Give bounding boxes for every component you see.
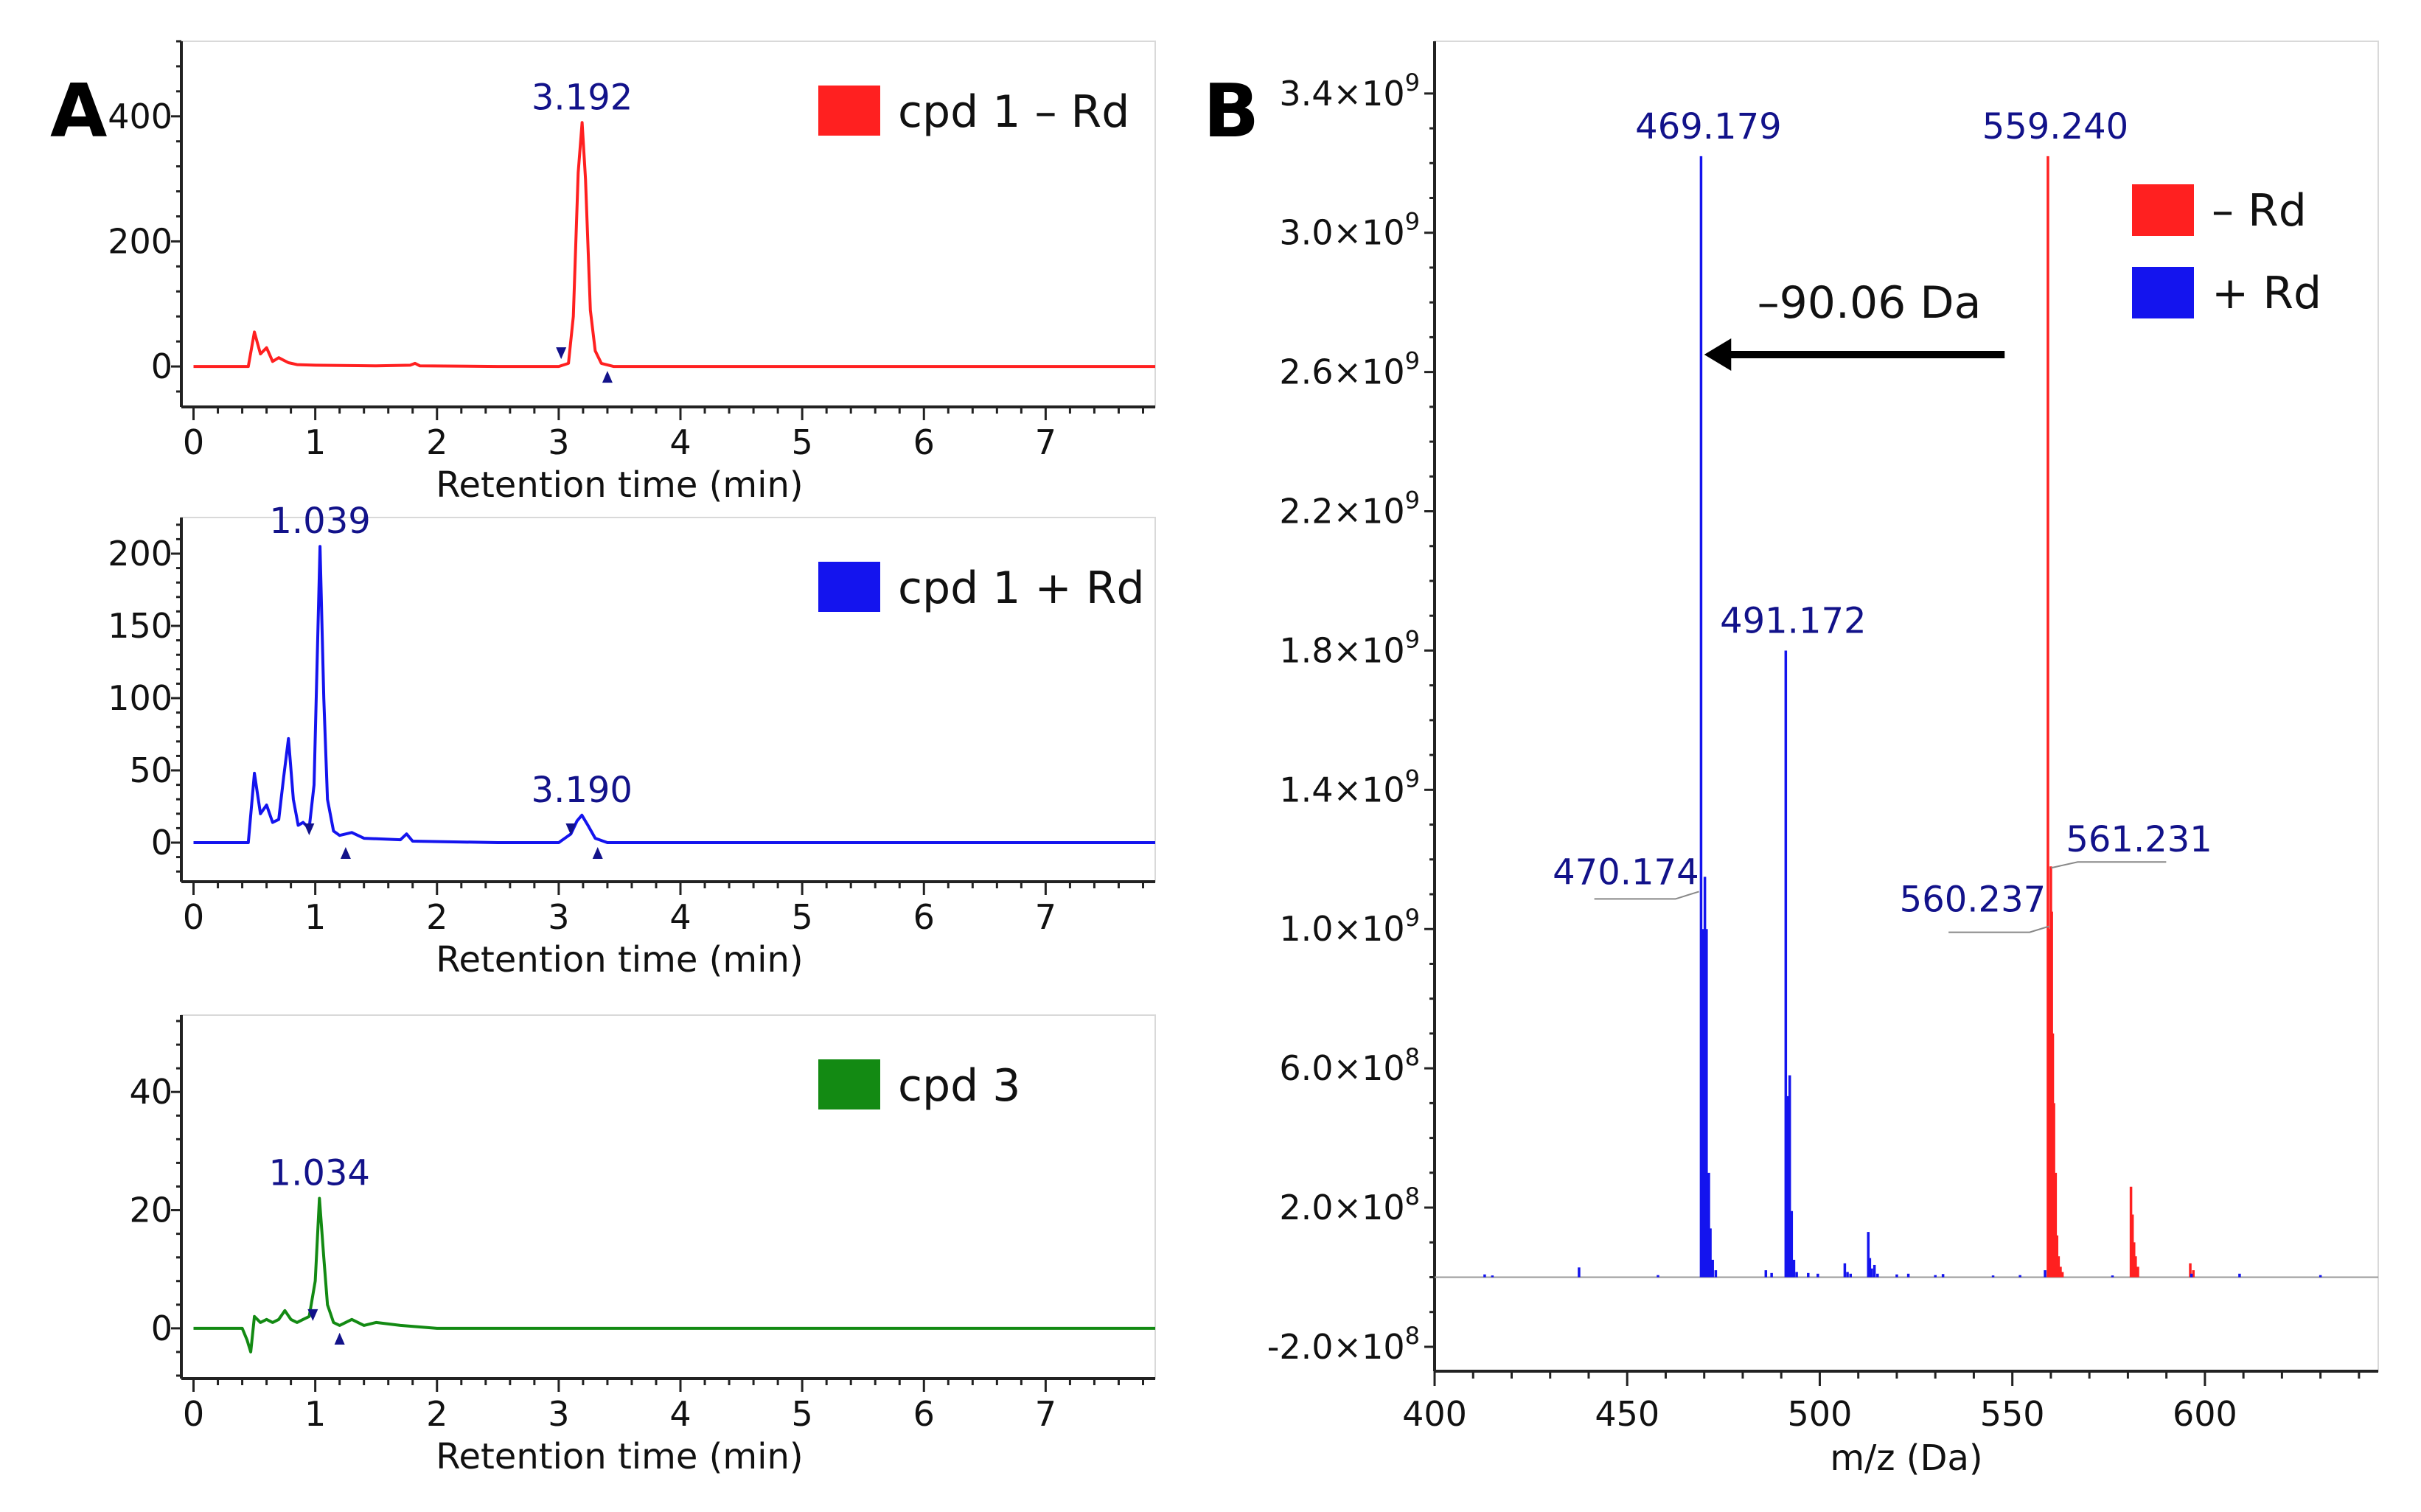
peak-start-marker xyxy=(304,823,315,835)
peak-label: 3.190 xyxy=(532,770,633,811)
y-tick-label: -2.0×108 xyxy=(1267,1322,1420,1367)
y-tick-label: 2.0×108 xyxy=(1279,1182,1420,1227)
x-tick-label: 4 xyxy=(669,897,691,937)
peak-label: 470.174 xyxy=(1553,851,1699,893)
chart-mass-spectrum: 400 450 500 550 600 m/z (Da) -2.0×108 2.0×108 6.… xyxy=(1267,41,2379,1479)
y-tick-label: 0 xyxy=(151,823,173,863)
legend-swatch xyxy=(818,1059,880,1109)
x-tick-label: 4 xyxy=(669,422,691,462)
label-leader xyxy=(2051,861,2167,869)
peak-label: 469.179 xyxy=(1635,106,1782,147)
panel-label-b: B xyxy=(1203,68,1259,154)
x-tick-label: 2 xyxy=(426,422,447,462)
chart-cpd1-minus-rd: 0 1 2 3 4 5 6 7 0 200 400 Retention time (min) 3.192… xyxy=(108,40,1156,506)
legend-swatch xyxy=(818,562,880,612)
x-tick-label: 3 xyxy=(548,897,569,937)
peak-end-marker xyxy=(334,1332,345,1345)
chart-cpd1-plus-rd: 0 1 2 3 4 5 6 7 0 50 100 150 200 Retention time (min)… xyxy=(108,501,1156,980)
x-tick-label: 6 xyxy=(913,422,935,462)
legend-swatch xyxy=(2132,267,2194,318)
x-tick-label: 5 xyxy=(791,1394,812,1434)
peak-label: 559.240 xyxy=(1982,106,2129,147)
y-tick-label: 1.0×109 xyxy=(1279,904,1420,949)
x-tick-label: 550 xyxy=(1980,1394,2045,1434)
peak-label: 560.237 xyxy=(1900,879,2046,921)
y-tick-label: 6.0×108 xyxy=(1279,1043,1420,1088)
peak-end-marker xyxy=(340,847,351,859)
panel-label-a: A xyxy=(50,68,107,154)
y-tick-label: 3.4×109 xyxy=(1279,69,1420,114)
x-tick-label: 1 xyxy=(304,422,326,462)
y-tick-label: 0 xyxy=(151,346,173,386)
x-tick-label: 400 xyxy=(1402,1394,1467,1434)
x-axis-label: Retention time (min) xyxy=(436,939,803,980)
x-tick-label: 500 xyxy=(1788,1394,1853,1434)
peak-start-marker xyxy=(556,347,567,360)
y-tick-label: 2.2×109 xyxy=(1279,487,1420,532)
chromatogram-trace xyxy=(193,545,1155,844)
chromatogram-trace xyxy=(193,121,1155,369)
x-tick-label: 7 xyxy=(1035,1394,1056,1434)
y-tick-label: 200 xyxy=(108,221,173,261)
x-tick-label: 2 xyxy=(426,897,447,937)
x-tick-label: 5 xyxy=(791,897,812,937)
y-tick-label: 2.6×109 xyxy=(1279,347,1420,392)
y-tick-label: 40 xyxy=(129,1072,173,1112)
peak-label: 3.192 xyxy=(532,77,633,118)
y-tick-label: 400 xyxy=(108,97,173,136)
x-tick-label: 0 xyxy=(183,422,204,462)
x-tick-label: 7 xyxy=(1035,422,1056,462)
peak-label: 561.231 xyxy=(2066,819,2212,860)
plot-frame xyxy=(1434,41,2379,1372)
x-tick-label: 2 xyxy=(426,1394,447,1434)
legend-label: – Rd xyxy=(2212,185,2307,237)
x-tick-label: 6 xyxy=(913,1394,935,1434)
y-tick-label: 200 xyxy=(108,534,173,574)
x-tick-label: 600 xyxy=(2173,1394,2237,1434)
x-tick-label: 3 xyxy=(548,422,569,462)
chart-cpd3: 0 1 2 3 4 5 6 7 0 20 40 Retention time (min) 1.034 cp… xyxy=(129,1014,1156,1477)
legend-swatch xyxy=(2132,184,2194,236)
x-tick-label: 0 xyxy=(183,897,204,937)
peak-end-marker xyxy=(592,847,603,859)
label-leader xyxy=(1948,925,2049,933)
y-tick-label: 1.8×109 xyxy=(1279,625,1420,670)
chromatogram-trace xyxy=(193,1196,1155,1354)
y-tick-label: 0 xyxy=(151,1309,173,1348)
x-tick-label: 5 xyxy=(791,422,812,462)
x-tick-label: 1 xyxy=(304,897,326,937)
legend-label: cpd 3 xyxy=(898,1060,1020,1112)
y-tick-label: 100 xyxy=(108,678,173,718)
peak-start-marker xyxy=(565,823,576,835)
mass-shift-label: –90.06 Da xyxy=(1758,277,1982,329)
x-axis-label: Retention time (min) xyxy=(436,1436,803,1477)
x-tick-label: 0 xyxy=(183,1394,204,1434)
legend-label: cpd 1 + Rd xyxy=(898,562,1145,614)
legend-label: + Rd xyxy=(2212,268,2321,319)
y-tick-label: 50 xyxy=(129,750,173,790)
x-tick-label: 1 xyxy=(304,1394,326,1434)
mass-shift-arrowhead xyxy=(1704,338,1732,372)
peak-label: 491.172 xyxy=(1720,600,1867,641)
y-tick-label: 1.4×109 xyxy=(1279,764,1420,809)
x-tick-label: 450 xyxy=(1595,1394,1659,1434)
x-tick-label: 7 xyxy=(1035,897,1056,937)
y-tick-label: 20 xyxy=(129,1191,173,1230)
x-tick-label: 6 xyxy=(913,897,935,937)
peak-label: 1.039 xyxy=(269,501,370,542)
y-tick-label: 150 xyxy=(108,606,173,646)
y-tick-label: 3.0×109 xyxy=(1279,208,1420,253)
legend-label: cpd 1 – Rd xyxy=(898,86,1129,138)
x-axis-label: m/z (Da) xyxy=(1830,1438,1982,1479)
x-axis-label: Retention time (min) xyxy=(436,464,803,506)
x-tick-label: 3 xyxy=(548,1394,569,1434)
peak-start-marker xyxy=(307,1309,318,1321)
label-leader xyxy=(1594,891,1699,900)
legend-swatch xyxy=(818,86,880,136)
peak-end-marker xyxy=(602,371,613,383)
peak-label: 1.034 xyxy=(269,1153,370,1194)
x-tick-label: 4 xyxy=(669,1394,691,1434)
